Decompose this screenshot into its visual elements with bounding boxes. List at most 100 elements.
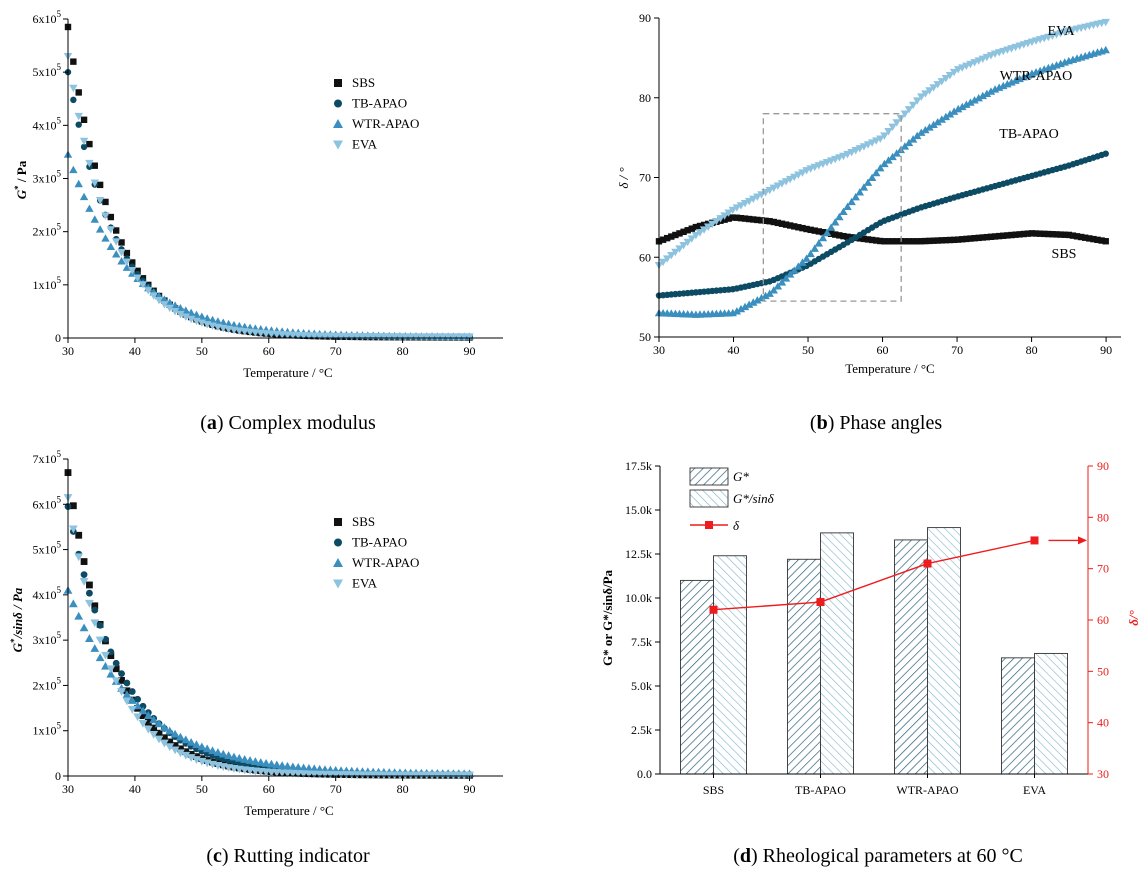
panel-a-point [107,213,115,221]
panel-a-y-tick-label: 3x105 [33,169,62,186]
panel-b-point [786,222,794,229]
panel-b-x-tick-label: 40 [728,343,740,357]
panel-b-point [785,175,795,184]
panel-b-point [929,120,938,128]
panel-a-series-tb-apao [64,68,473,341]
panel-c-point [85,634,94,642]
panel-c-point [186,754,196,762]
panel-b-point [966,98,975,106]
panel-a-x-tick-label: 60 [263,344,275,358]
panel-c-point [107,648,115,656]
panel-c-point [127,696,137,704]
panel-a-point [79,192,89,201]
panel-c-series-eva [63,494,474,780]
panel-b-point [912,131,922,140]
panel-a-point [95,196,105,205]
panel-c-point [277,761,287,770]
panel-c-point [143,711,153,719]
panel-a-point [138,281,148,289]
panel-b-point [876,135,885,143]
panel-b-point [991,233,999,240]
panel-b-point [945,110,955,118]
panel-b-point [806,249,815,258]
panel-c-point [127,705,137,714]
panel-c-legend-marker [334,538,342,547]
panel-c-x-label: Temperature / °C [244,803,333,818]
panel-c-point [149,730,159,739]
panel-b-y-tick-label: 60 [639,250,651,264]
panel-b-point [839,207,848,215]
panel-d-y-tick-label: 7.5k [631,635,652,649]
panel-b-point [859,183,869,191]
panel-b-point [926,237,933,245]
panel-c-point [165,743,175,752]
panel-c-x-tick-label: 50 [196,782,208,796]
panel-d-bar-gstar-sindelta [1034,652,1068,775]
panel-c-legend-label: SBS [352,514,375,529]
panel-c-point [123,679,131,687]
panel-b-point [1045,230,1052,238]
panel-c-point [112,665,120,673]
panel-c-point [101,661,110,670]
panel-b-point [687,235,696,243]
panel-a-point [363,333,373,341]
panel-b-point [1049,231,1056,238]
panel-c-point [106,669,116,678]
panel-b-x-tick-label: 90 [1100,343,1112,357]
panel-b-point [1032,230,1040,237]
panel-b-point [1082,234,1089,241]
panel-a-point [90,215,99,223]
panel-b-point [1016,231,1023,238]
panel-b-point [773,282,783,290]
panel-c-point [96,621,104,629]
panel-b-point [676,230,683,237]
panel-b-point [941,112,951,121]
panel-c-y-tick-label: 4x105 [33,585,62,602]
panel-c-rutting-indicator: 30 40 50 60 70 80 90 0 1x105 2x105 3x105 4x105 5x105… [9,449,503,867]
panel-b-point [938,237,945,244]
panel-b-point [900,142,910,150]
panel-b-point [909,238,917,245]
panel-a-legend-marker [334,99,342,108]
panel-b-y-tick-label: 80 [639,91,651,105]
panel-b-x-tick-label: 50 [802,343,814,357]
panel-d-delta-arrowhead [1078,536,1087,545]
panel-a-y-tick-label: 4x105 [33,115,62,132]
panel-b-point [963,235,970,243]
panel-c-series-sbs [64,469,473,779]
panel-a-point [304,332,314,340]
panel-c-point [176,749,185,758]
panel-c-point [181,735,191,744]
panel-a-point [80,116,88,124]
panel-b-point [794,262,803,270]
panel-b-series-wtr-apao [654,45,1110,318]
panel-a-point [122,258,132,266]
panel-b-point [971,235,978,242]
panel-b-point [880,159,889,168]
panel-b-point [814,239,824,247]
panel-b-point [925,87,934,95]
panel-c-point [85,599,94,608]
panel-a-point [85,159,94,168]
panel-c-y-tick-label: 0 [55,769,61,783]
panel-b-point [819,229,827,236]
panel-a-point [80,143,88,151]
panel-b-point [844,233,851,241]
panel-d-y2-tick-label: 90 [1097,459,1109,473]
panel-b-point [785,270,795,278]
panel-d-delta-point [709,605,718,614]
panel-c-point [107,652,115,660]
panel-d-y-tick-label: 12.5k [625,547,652,561]
panel-a-point [75,121,82,128]
panel-c-point [90,619,100,628]
panel-c-point [139,712,147,720]
panel-d-y-tick-label: 17.5k [625,459,652,473]
panel-a-point [352,333,362,341]
panel-d-delta-point [816,598,825,607]
panel-a-point [401,333,410,341]
panel-b-point [750,216,757,223]
panel-b-point [959,236,966,243]
panel-b-point [913,238,921,245]
panel-a-point [176,310,185,319]
panel-b-point [884,156,893,164]
